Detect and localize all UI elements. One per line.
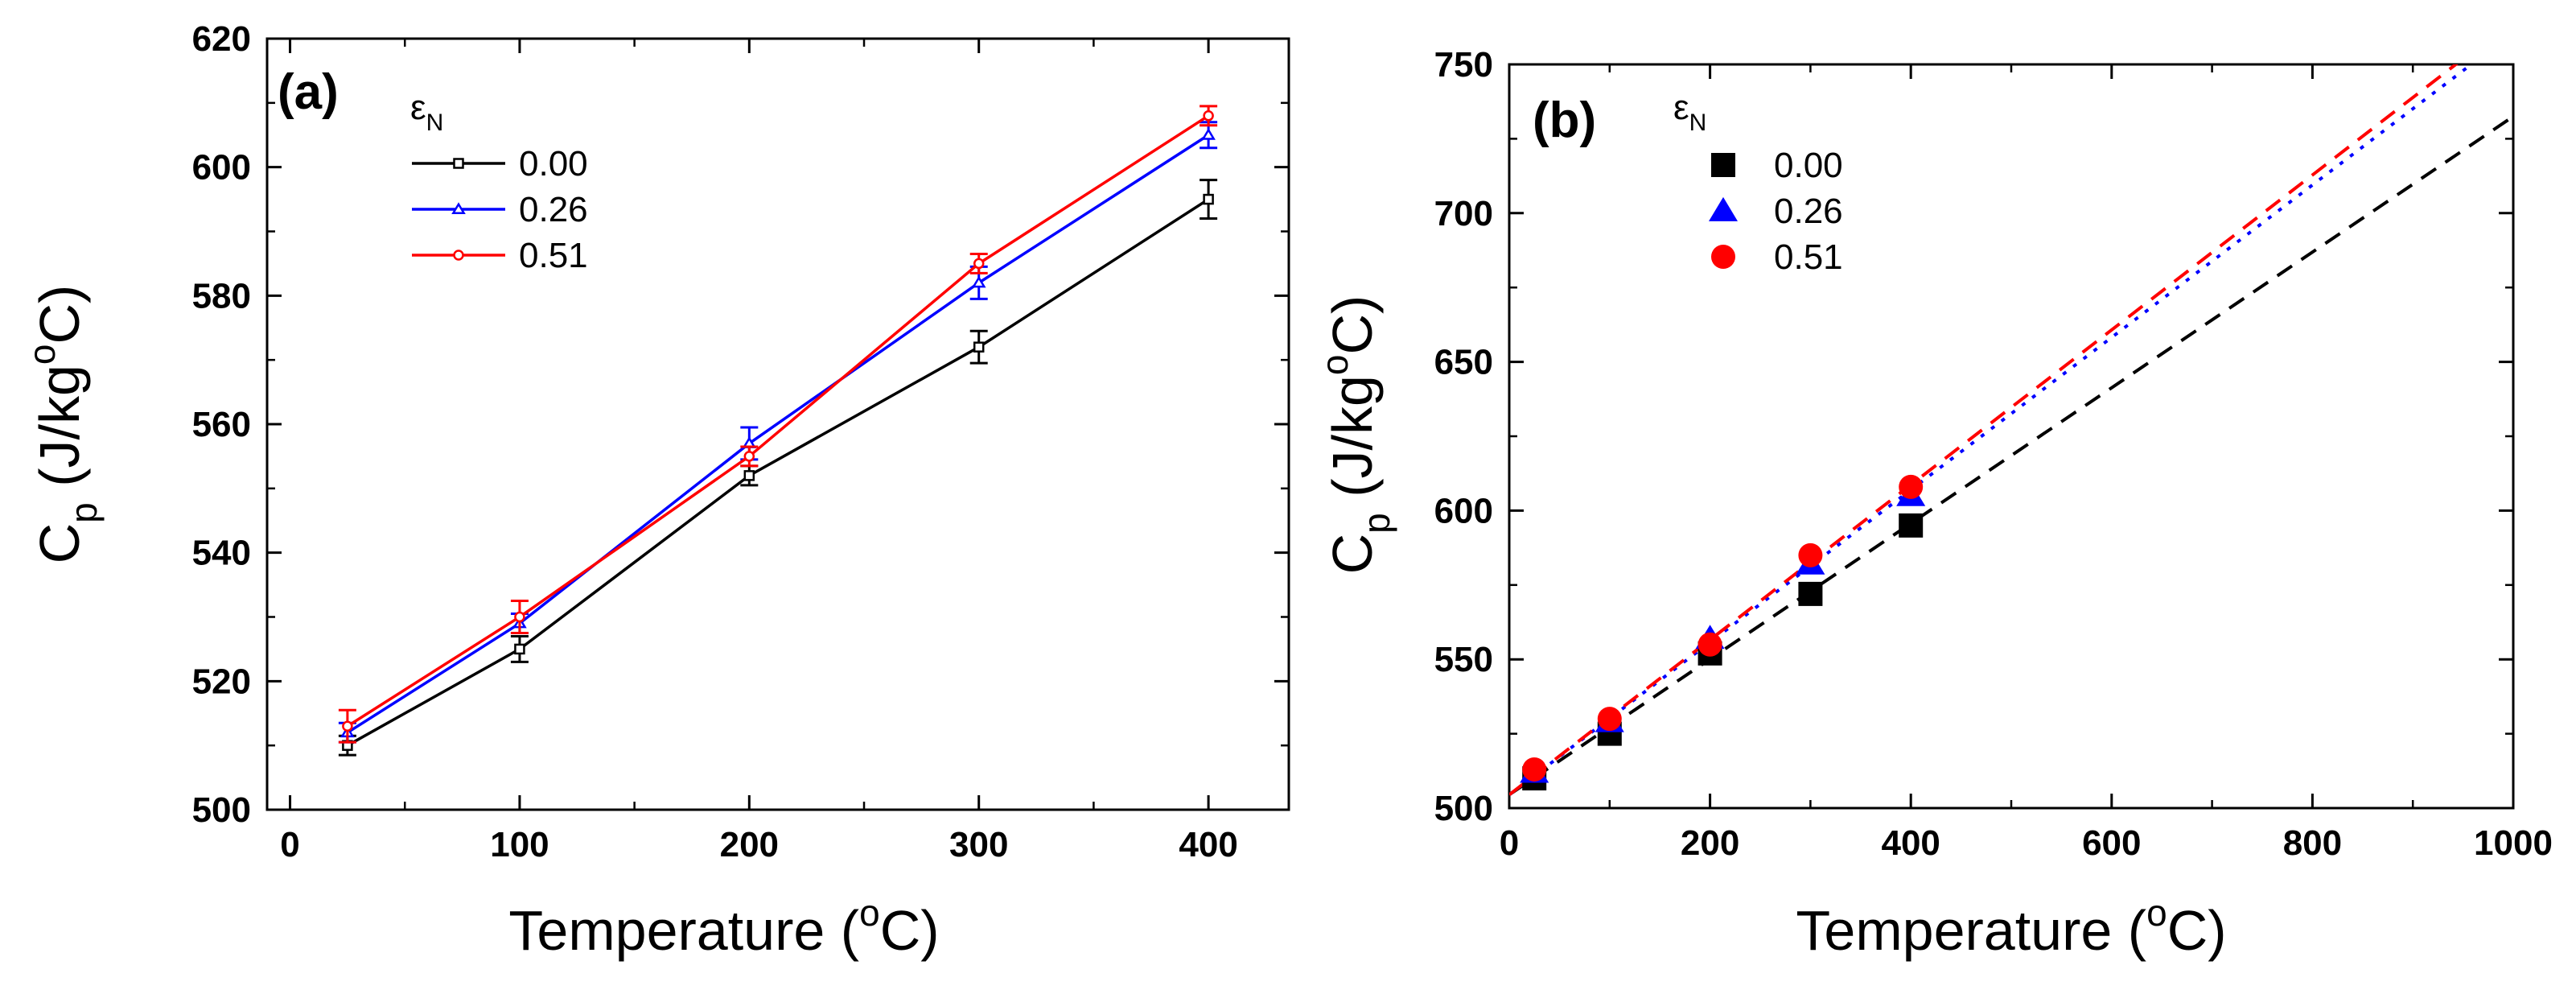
legend-a: εN 0.00 0.26 0.51	[410, 88, 588, 275]
y-tick-label-a-3: 560	[192, 405, 251, 444]
panel-label-b: (b)	[1533, 93, 1596, 148]
y-tick-label-a-2: 540	[192, 534, 251, 573]
y-tick-label-a-0: 500	[192, 790, 251, 830]
x-tick-label-b-1: 200	[1681, 823, 1739, 863]
legend-label-a-2: 0.51	[519, 236, 588, 275]
data-point-a-2-0	[342, 720, 353, 732]
x-tick-label-b-3: 600	[2082, 823, 2141, 863]
data-point-a-1-3	[971, 275, 986, 288]
y-tick-label-a-6: 620	[192, 19, 251, 59]
y-tick-label-a-5: 600	[192, 148, 251, 188]
x-tick-label-b-2: 400	[1881, 823, 1940, 863]
y-tick-label-a-4: 580	[192, 276, 251, 316]
data-point-a-0-4	[1203, 193, 1214, 205]
data-point-a-2-1	[514, 611, 525, 623]
data-point-b-0-4	[1899, 513, 1924, 538]
x-tick-label-b-0: 0	[1500, 823, 1519, 863]
fit-line-b-0	[1509, 115, 2513, 797]
legend-marker-b-1	[1709, 196, 1738, 221]
x-tick-label-b-5: 1000	[2474, 823, 2553, 863]
data-point-b-2-1	[1597, 707, 1622, 732]
data-point-b-2-4	[1899, 474, 1924, 499]
data-series-b	[1509, 64, 2513, 797]
legend-marker-a-0	[453, 158, 464, 169]
x-tick-label-b-4: 800	[2283, 823, 2342, 863]
data-point-a-0-1	[514, 643, 525, 655]
legend-title-b: εN	[1673, 88, 1706, 136]
legend-marker-a-2	[453, 250, 464, 261]
y-axis-title-b: Cp (J/kgoC)	[1314, 295, 1397, 575]
data-point-a-1-4	[1201, 128, 1216, 140]
legend-marker-b-2	[1711, 245, 1735, 269]
axis-ticks-a: 0 100 200 300 400 500 520 540 560 580 600 620	[192, 19, 1289, 864]
legend-b: εN 0.00 0.26 0.51	[1673, 88, 1843, 277]
legend-label-a-1: 0.26	[519, 190, 588, 229]
axis-ticks-b: 0 200 400 600 800 1000 500 550 600 650 700 750	[1434, 45, 2553, 863]
data-point-b-0-3	[1798, 581, 1823, 606]
plot-frame-b	[1508, 63, 2515, 810]
data-point-b-2-3	[1798, 542, 1823, 567]
legend-label-a-0: 0.00	[519, 144, 588, 184]
legend-title-a: εN	[410, 88, 443, 136]
y-tick-label-b-3: 650	[1434, 343, 1493, 382]
x-axis-title-b: Temperature (oC)	[1796, 892, 2226, 962]
series-line-a-2	[346, 114, 1210, 728]
data-point-b-2-0	[1522, 757, 1547, 782]
data-point-a-2-4	[1203, 110, 1214, 122]
data-point-a-2-3	[973, 258, 985, 270]
y-tick-label-b-5: 750	[1434, 45, 1493, 85]
fit-line-b-2	[1509, 64, 2459, 796]
x-axis-title-a: Temperature (oC)	[508, 892, 939, 962]
y-tick-label-b-1: 550	[1434, 640, 1493, 679]
data-point-a-2-2	[743, 451, 755, 462]
legend-label-b-0: 0.00	[1774, 146, 1843, 185]
panel-label-a: (a)	[278, 64, 339, 120]
legend-label-b-1: 0.26	[1774, 192, 1843, 231]
x-tick-label-a-2: 200	[720, 825, 779, 864]
legend-marker-b-0	[1711, 153, 1735, 177]
x-tick-label-a-4: 400	[1179, 825, 1237, 864]
chart-panel-a: 0 100 200 300 400 500 520 540 560 580 600 620 (a) ε…	[21, 19, 1290, 962]
y-tick-label-a-1: 520	[192, 662, 251, 701]
data-point-a-0-3	[973, 341, 985, 353]
x-tick-label-a-0: 0	[280, 825, 299, 864]
data-series-a	[338, 105, 1218, 757]
legend-marker-a-1	[451, 202, 466, 214]
x-tick-label-a-3: 300	[949, 825, 1008, 864]
data-point-b-2-2	[1697, 632, 1722, 657]
y-axis-title-a: Cp (J/kgoC)	[21, 285, 105, 564]
y-tick-label-b-4: 700	[1434, 194, 1493, 233]
y-tick-label-b-2: 600	[1434, 491, 1493, 530]
legend-label-b-2: 0.51	[1774, 237, 1843, 277]
x-tick-label-a-1: 100	[490, 825, 549, 864]
y-tick-label-b-0: 500	[1434, 789, 1493, 828]
series-line-a-0	[347, 198, 1210, 747]
data-point-a-0-2	[743, 470, 755, 481]
